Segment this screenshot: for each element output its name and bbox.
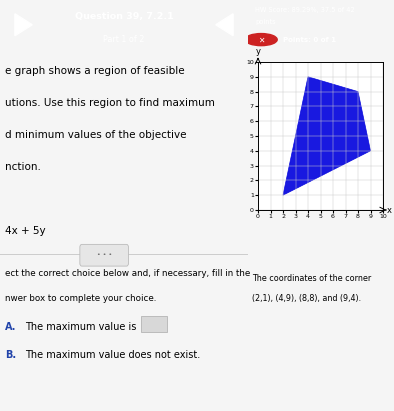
- Text: ✕: ✕: [258, 35, 264, 44]
- Text: The coordinates of the corner: The coordinates of the corner: [253, 274, 372, 283]
- Text: A.: A.: [5, 322, 16, 332]
- Text: HW Score: 89.29%, 37.5 of 42: HW Score: 89.29%, 37.5 of 42: [255, 7, 355, 13]
- Polygon shape: [15, 14, 32, 36]
- Text: x: x: [387, 206, 392, 215]
- Text: nwer box to complete your choice.: nwer box to complete your choice.: [5, 293, 156, 302]
- Text: • • •: • • •: [97, 252, 112, 257]
- Text: y: y: [255, 47, 260, 56]
- Circle shape: [245, 34, 277, 46]
- Polygon shape: [216, 14, 233, 36]
- Text: 4x + 5y: 4x + 5y: [5, 226, 46, 236]
- Text: The maximum value does not exist.: The maximum value does not exist.: [25, 351, 200, 360]
- Text: The maximum value is: The maximum value is: [25, 322, 136, 332]
- Text: Points: 0 of 1: Points: 0 of 1: [283, 37, 336, 43]
- Polygon shape: [283, 77, 370, 195]
- FancyBboxPatch shape: [80, 245, 128, 266]
- Text: nction.: nction.: [5, 162, 41, 172]
- Text: (2,1), (4,9), (8,8), and (9,4).: (2,1), (4,9), (8,8), and (9,4).: [253, 293, 362, 302]
- Text: Question 39, 7.2.1: Question 39, 7.2.1: [74, 12, 173, 21]
- Text: d minimum values of the objective: d minimum values of the objective: [5, 130, 186, 140]
- Text: e graph shows a region of feasible: e graph shows a region of feasible: [5, 66, 184, 76]
- FancyBboxPatch shape: [141, 316, 167, 332]
- Text: ect the correct choice below and, if necessary, fill in the: ect the correct choice below and, if nec…: [5, 269, 250, 277]
- Text: Part 1 of 2: Part 1 of 2: [103, 35, 145, 44]
- Text: B.: B.: [5, 351, 16, 360]
- Text: points: points: [255, 19, 276, 25]
- Text: utions. Use this region to find maximum: utions. Use this region to find maximum: [5, 98, 215, 108]
